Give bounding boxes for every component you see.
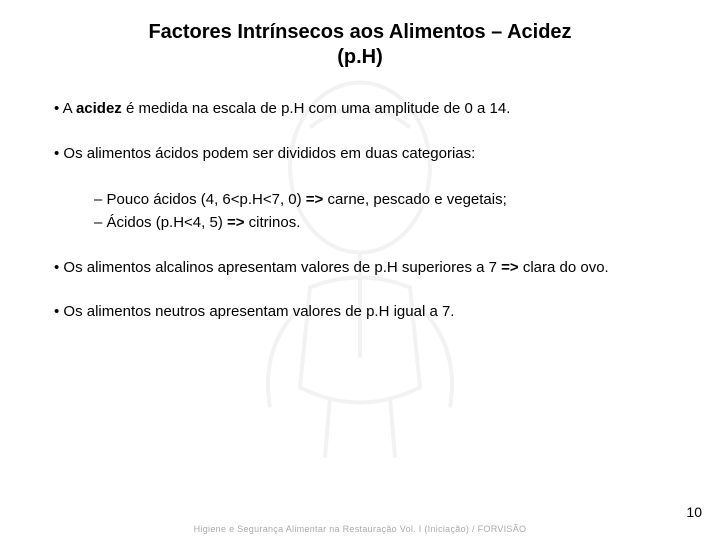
title-line-2: (p.H) [337, 46, 383, 68]
slide-title: Factores Intrínsecos aos Alimentos – Aci… [54, 20, 666, 70]
bullet-2: • Os alimentos ácidos podem ser dividido… [54, 145, 666, 164]
sub-bullets: – Pouco ácidos (4, 6<p.H<7, 0) => carne,… [54, 190, 666, 233]
slide-content: Factores Intrínsecos aos Alimentos – Aci… [0, 0, 720, 322]
bullet-1: • A acidez é medida na escala de p.H com… [54, 100, 666, 119]
sub-bullet-2: – Ácidos (p.H<4, 5) => citrinos. [94, 213, 666, 233]
sub-bullet-1: – Pouco ácidos (4, 6<p.H<7, 0) => carne,… [94, 190, 666, 210]
bullet-3: • Os alimentos alcalinos apresentam valo… [54, 259, 666, 278]
footer-text: Higiene e Segurança Alimentar na Restaur… [194, 524, 527, 534]
page-number: 10 [686, 504, 702, 520]
title-line-1: Factores Intrínsecos aos Alimentos – Aci… [148, 21, 571, 43]
bullet-4: • Os alimentos neutros apresentam valore… [54, 303, 666, 322]
